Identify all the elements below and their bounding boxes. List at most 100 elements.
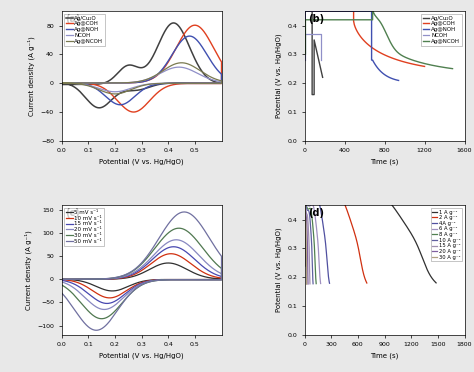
- 15 mV s⁻¹: [171, 244, 176, 249]
- 20 mV s⁻¹: [129, 288, 135, 292]
- 30 mV s⁻¹: [176, 226, 182, 230]
- 1 A g⁻¹: [345, 195, 350, 200]
- Ag@NCOH: [397, 52, 403, 57]
- 8 A g⁻¹: [313, 281, 319, 286]
- Ag/Cu₂O: [96, 106, 102, 110]
- 20 A g⁻¹: [303, 213, 309, 217]
- 5 mV s⁻¹: [159, 277, 164, 282]
- 20 A g⁻¹: [305, 282, 311, 286]
- 5 mV s⁻¹: [109, 289, 115, 293]
- 30 mV s⁻¹: [159, 278, 164, 282]
- NCOH: [176, 65, 182, 69]
- 20 A g⁻¹: [303, 210, 309, 214]
- Ag/Cu₂O: [210, 81, 216, 85]
- Ag@NOH: [59, 81, 64, 85]
- Line: Ag@COH: Ag@COH: [62, 25, 221, 112]
- Line: Ag@COH: Ag@COH: [305, 11, 425, 67]
- 50 mV s⁻¹: [200, 226, 206, 230]
- 50 mV s⁻¹: [59, 277, 64, 282]
- Ag@COH: [200, 28, 206, 32]
- 6 A g⁻¹: [318, 281, 323, 286]
- 15 A g⁻¹: [307, 280, 313, 285]
- 30 mV s⁻¹: [59, 283, 64, 287]
- Ag@NCOH: [59, 81, 64, 85]
- Line: 4A g⁻¹: 4A g⁻¹: [305, 196, 329, 283]
- Ag@COH: [192, 23, 198, 28]
- 5 mV s⁻¹: [91, 277, 97, 282]
- Legend: Ag/Cu₂O, Ag@COH, Ag@NOH, NCOH, Ag@NCOH: Ag/Cu₂O, Ag@COH, Ag@NOH, NCOH, Ag@NCOH: [64, 14, 105, 46]
- 20 mV s⁻¹: [200, 257, 206, 262]
- Ag@NOH: [391, 77, 396, 81]
- 10 mV s⁻¹: [59, 278, 64, 282]
- Ag@NOH: [200, 46, 206, 50]
- Ag/Cu₂O: [311, 92, 317, 97]
- 10 mV s⁻¹: [91, 277, 97, 282]
- NCOH: [129, 86, 135, 90]
- Ag@NOH: [189, 34, 194, 39]
- X-axis label: Potential (V vs. Hg/HgO): Potential (V vs. Hg/HgO): [99, 353, 184, 359]
- 20 mV s⁻¹: [101, 307, 107, 312]
- 10 A g⁻¹: [305, 208, 310, 213]
- 50 mV s⁻¹: [123, 296, 129, 301]
- 8 A g⁻¹: [313, 276, 319, 280]
- Line: Ag@NCOH: Ag@NCOH: [62, 63, 221, 94]
- Ag@COH: [59, 81, 64, 85]
- 15 mV s⁻¹: [189, 254, 194, 259]
- Ag@COH: [370, 46, 376, 51]
- 4A g⁻¹: [312, 198, 318, 203]
- 30 A g⁻¹: [303, 216, 309, 221]
- 6 A g⁻¹: [306, 203, 311, 208]
- NCOH: [159, 81, 164, 86]
- Ag@COH: [59, 81, 64, 85]
- Ag/Cu₂O: [302, 35, 308, 39]
- Ag@COH: [188, 24, 194, 29]
- Ag@NCOH: [59, 81, 64, 85]
- Ag@NOH: [123, 101, 129, 105]
- 50 mV s⁻¹: [129, 290, 135, 294]
- Line: 1 A g⁻¹: 1 A g⁻¹: [305, 189, 436, 283]
- 2 A g⁻¹: [322, 196, 328, 201]
- 10 A g⁻¹: [305, 208, 311, 213]
- 5 mV s⁻¹: [200, 274, 206, 279]
- 15 A g⁻¹: [303, 209, 309, 214]
- 10 A g⁻¹: [302, 197, 308, 202]
- 4A g⁻¹: [302, 263, 308, 268]
- Line: NCOH: NCOH: [305, 34, 320, 60]
- Line: 8 A g⁻¹: 8 A g⁻¹: [305, 199, 316, 283]
- 20 mV s⁻¹: [189, 246, 194, 250]
- 50 mV s⁻¹: [189, 212, 194, 217]
- Ag/Cu₂O: [204, 81, 210, 85]
- 30 mV s⁻¹: [189, 232, 194, 237]
- Ag@NOH: [374, 65, 380, 69]
- Ag@NOH: [59, 81, 64, 85]
- 5 mV s⁻¹: [165, 261, 171, 265]
- Ag@NCOH: [429, 63, 435, 67]
- Ag/Cu₂O: [198, 67, 203, 72]
- Ag@NCOH: [450, 67, 456, 71]
- 8 A g⁻¹: [307, 206, 312, 211]
- 20 mV s⁻¹: [159, 278, 164, 282]
- 30 A g⁻¹: [302, 203, 308, 208]
- 15 A g⁻¹: [302, 200, 308, 205]
- Ag/Cu₂O: [59, 82, 64, 87]
- Ag@NCOH: [420, 61, 426, 65]
- 20 A g⁻¹: [303, 212, 309, 217]
- Ag@NCOH: [397, 52, 402, 56]
- 10 mV s⁻¹: [200, 270, 206, 274]
- 1 A g⁻¹: [339, 197, 345, 202]
- 1 A g⁻¹: [355, 190, 360, 195]
- 10 mV s⁻¹: [123, 289, 129, 293]
- NCOH: [123, 88, 129, 92]
- 50 mV s⁻¹: [159, 278, 164, 282]
- NCOH: [112, 90, 118, 94]
- 20 A g⁻¹: [305, 280, 311, 285]
- Y-axis label: Current density (A g⁻¹): Current density (A g⁻¹): [28, 36, 35, 116]
- 30 A g⁻¹: [302, 215, 308, 219]
- 2 A g⁻¹: [319, 198, 325, 203]
- 15 A g⁻¹: [307, 282, 313, 286]
- 10 mV s⁻¹: [168, 251, 174, 256]
- NCOH: [318, 58, 323, 62]
- 20 A g⁻¹: [302, 200, 308, 205]
- Ag@COH: [422, 64, 428, 69]
- Line: Ag@NCOH: Ag@NCOH: [305, 8, 453, 69]
